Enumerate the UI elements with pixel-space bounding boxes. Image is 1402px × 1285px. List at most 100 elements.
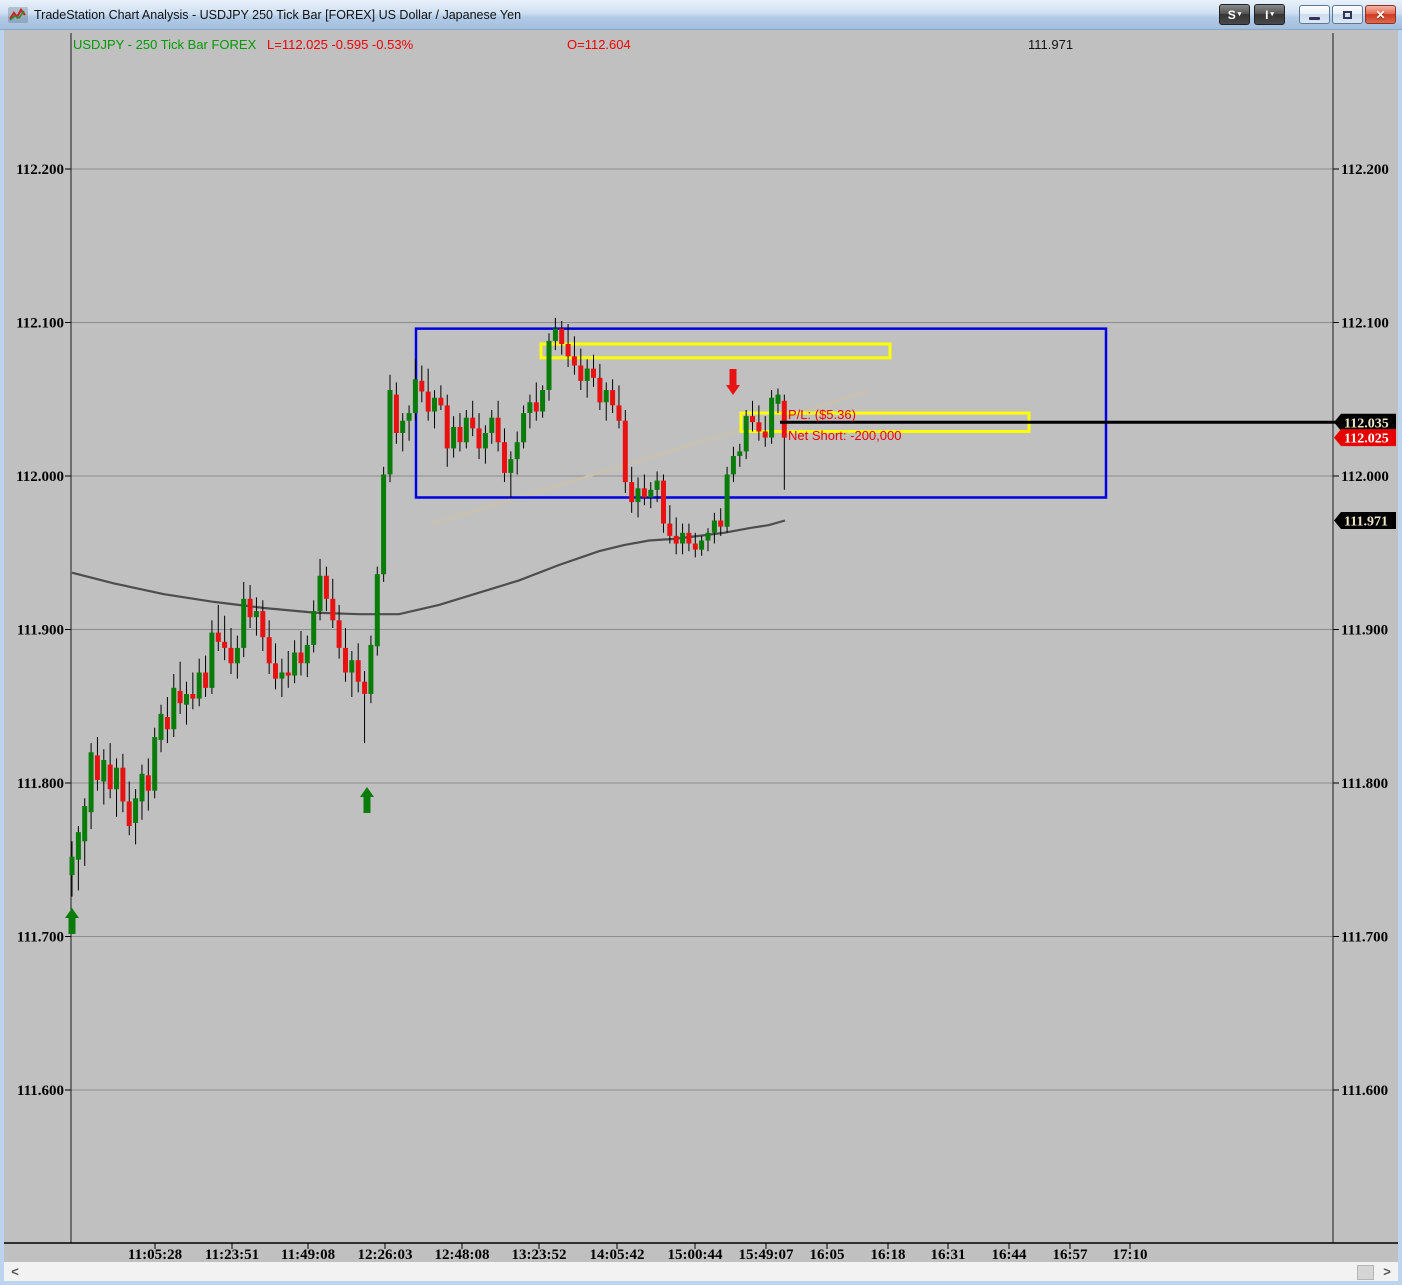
candle-body-down bbox=[94, 755, 100, 780]
candle-body-down bbox=[750, 416, 755, 423]
candle-body-down bbox=[273, 663, 278, 679]
y-axis-label-left: 112.100 bbox=[16, 316, 64, 332]
candle-body-down bbox=[762, 431, 768, 438]
y-axis-label-right: 111.900 bbox=[1341, 623, 1388, 639]
candle-body-up bbox=[152, 737, 158, 791]
x-axis-label: 17:10 bbox=[1113, 1247, 1148, 1262]
candle-body-up bbox=[546, 340, 552, 390]
buy-arrow-icon bbox=[360, 787, 374, 813]
style-dropdown-button[interactable]: S ▾ bbox=[1219, 4, 1250, 25]
candle-body-up bbox=[349, 660, 355, 673]
candle-body-up bbox=[311, 611, 317, 645]
restore-button[interactable] bbox=[1332, 5, 1363, 24]
symbol-label: USDJPY - 250 Tick Bar FOREX bbox=[73, 37, 257, 52]
candle-body-up bbox=[209, 632, 215, 688]
candle-body-down bbox=[641, 488, 647, 498]
candle-body-down bbox=[343, 647, 348, 673]
candle-body-down bbox=[355, 660, 361, 682]
insert-dropdown-button[interactable]: I ▾ bbox=[1254, 4, 1285, 25]
x-axis-label: 14:05:42 bbox=[590, 1247, 645, 1262]
candle-body-down bbox=[667, 523, 673, 536]
price-tag-label: 112.035 bbox=[1344, 416, 1389, 431]
minimize-button[interactable] bbox=[1299, 5, 1330, 24]
candle-body-down bbox=[559, 328, 565, 344]
price-tag bbox=[1334, 512, 1396, 530]
chevron-down-icon: ▾ bbox=[1237, 11, 1242, 18]
scrollbar-thumb[interactable] bbox=[1357, 1265, 1374, 1280]
scroll-left-arrow[interactable]: < bbox=[11, 1264, 19, 1279]
candle-body-up bbox=[234, 647, 240, 664]
candle-body-up bbox=[317, 575, 323, 612]
net-short-annotation: Net Short: -200,000 bbox=[788, 428, 901, 443]
candle-body-up bbox=[196, 672, 202, 699]
candle-body-down bbox=[591, 368, 596, 378]
restore-icon bbox=[1343, 10, 1352, 19]
yellow-annotation-box bbox=[539, 342, 892, 360]
candle-body-up bbox=[451, 426, 457, 449]
candle-body-down bbox=[247, 598, 253, 618]
y-axis-label-left: 111.800 bbox=[17, 776, 64, 792]
close-icon: ✕ bbox=[1375, 7, 1386, 22]
candle-body-down bbox=[107, 764, 113, 790]
candle-body-down bbox=[444, 405, 450, 449]
candle-body-up bbox=[406, 413, 412, 421]
close-button[interactable]: ✕ bbox=[1365, 5, 1396, 24]
price-chart[interactable]: 112.200 112.200 112.100 112.100 112.000 112.0… bbox=[4, 30, 1398, 1262]
candle-body-up bbox=[730, 456, 736, 475]
candle-body-down bbox=[686, 532, 692, 544]
candle-body-down bbox=[622, 420, 628, 483]
candle-body-up bbox=[88, 752, 94, 813]
candle-body-down bbox=[177, 690, 183, 704]
candle-body-up bbox=[648, 489, 654, 498]
candle-body-down bbox=[120, 767, 126, 802]
candle-body-up bbox=[101, 760, 107, 782]
x-axis-label: 11:05:28 bbox=[128, 1247, 182, 1262]
candle-body-down bbox=[616, 405, 622, 421]
candle-body-up bbox=[184, 694, 189, 705]
sell-arrow-icon bbox=[726, 369, 740, 395]
candle-body-up bbox=[292, 652, 298, 676]
candle-body-up bbox=[171, 687, 177, 730]
price-tag bbox=[1334, 413, 1396, 431]
candle-body-up bbox=[381, 474, 387, 575]
scroll-right-arrow[interactable]: > bbox=[1383, 1264, 1391, 1279]
candle-body-down bbox=[330, 598, 336, 621]
candle-body-up bbox=[769, 397, 775, 438]
candle-body-down bbox=[164, 717, 170, 730]
candle-body-up bbox=[158, 713, 164, 740]
candle-body-down bbox=[222, 641, 228, 648]
candle-body-up bbox=[584, 368, 590, 381]
candle-body-up bbox=[139, 773, 145, 802]
price-tag bbox=[1334, 429, 1396, 447]
candle-body-down bbox=[661, 480, 666, 524]
y-axis-label-right: 112.100 bbox=[1341, 316, 1389, 332]
window-titlebar[interactable]: TradeStation Chart Analysis - USDJPY 250… bbox=[0, 0, 1402, 30]
candle-body-down bbox=[298, 652, 304, 664]
y-axis-label-left: 111.600 bbox=[17, 1083, 64, 1099]
app-icon bbox=[8, 6, 28, 23]
candle-body-up bbox=[508, 459, 514, 473]
insert-dropdown-label: I bbox=[1265, 7, 1269, 22]
candle-body-up bbox=[635, 488, 641, 503]
candle-body-down bbox=[215, 632, 221, 642]
y-axis-label-right: 111.700 bbox=[1341, 930, 1388, 946]
horizontal-scrollbar[interactable]: < > bbox=[4, 1262, 1398, 1281]
candle-body-down bbox=[533, 402, 539, 412]
candle-body-down bbox=[692, 543, 698, 550]
candle-body-down bbox=[393, 394, 399, 433]
candle-body-up bbox=[603, 390, 609, 403]
candle-body-down bbox=[571, 356, 577, 366]
y-axis-label-left: 111.700 bbox=[17, 930, 64, 946]
price-tag-label: 111.971 bbox=[1344, 515, 1388, 530]
open-price-label: O=112.604 bbox=[567, 37, 631, 52]
candle-body-up bbox=[463, 417, 469, 443]
buy-arrow-icon bbox=[65, 908, 79, 934]
y-axis-label-right: 111.800 bbox=[1341, 776, 1388, 792]
candle-body-down bbox=[419, 380, 425, 392]
y-axis-label-left: 112.200 bbox=[16, 162, 64, 178]
candle-body-up bbox=[279, 672, 285, 679]
x-axis-label: 13:23:52 bbox=[512, 1247, 567, 1262]
x-axis-label: 12:48:08 bbox=[435, 1247, 490, 1262]
candle-body-up bbox=[304, 644, 310, 664]
